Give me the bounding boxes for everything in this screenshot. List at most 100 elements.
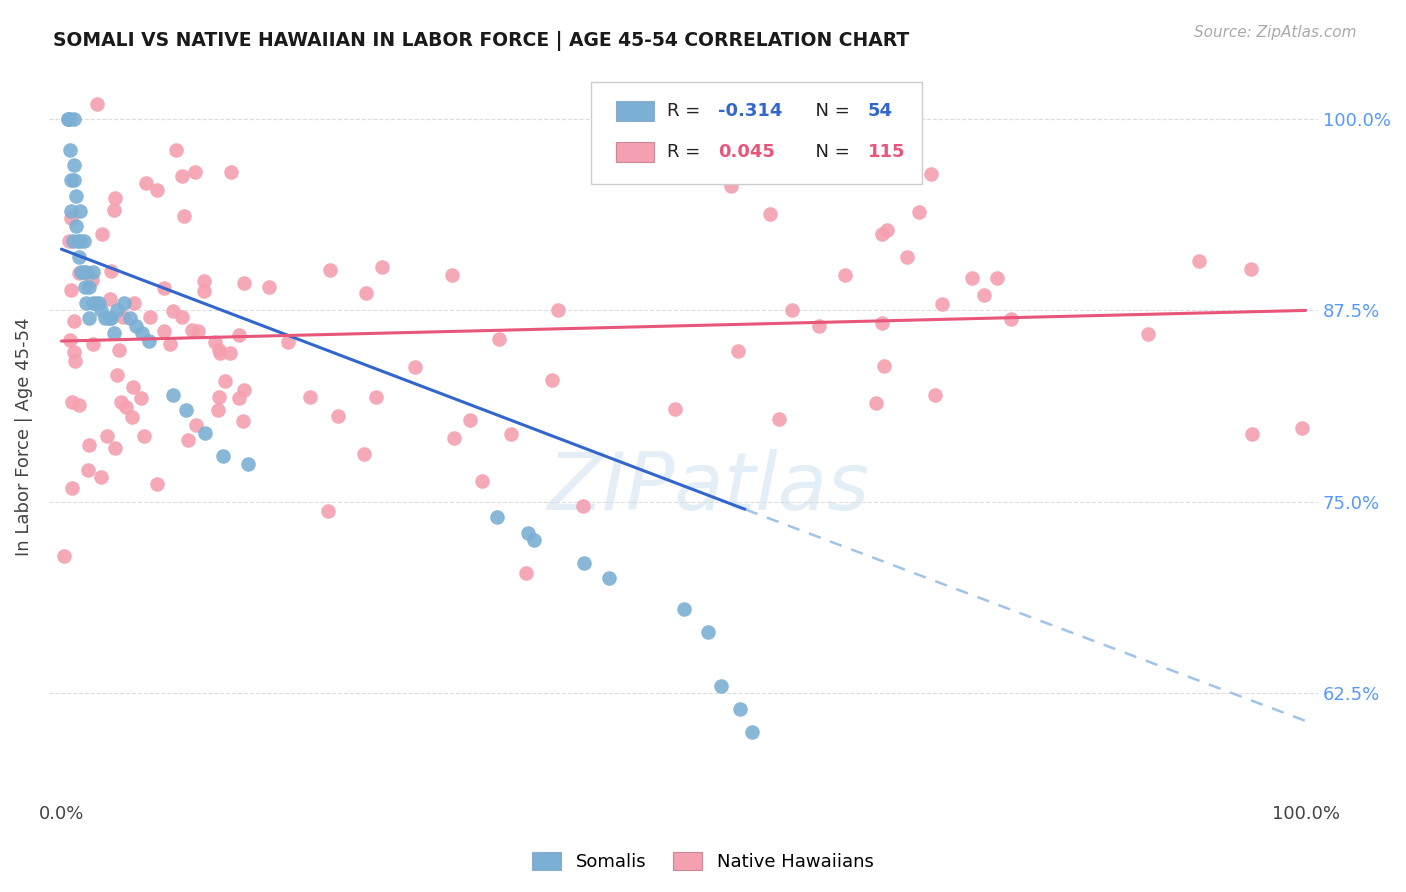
Point: [132, 429, 155, 443]
Point: [471, 474, 494, 488]
Text: 54: 54: [868, 102, 893, 120]
Point: [145, 183, 167, 197]
Point: [353, 447, 375, 461]
Point: [65, 219, 87, 234]
Point: [986, 271, 1008, 285]
Point: [865, 396, 887, 410]
Point: [458, 413, 481, 427]
Text: -0.314: -0.314: [718, 102, 782, 120]
Point: [232, 276, 254, 290]
Point: [523, 533, 546, 548]
Point: [100, 311, 122, 326]
Point: [125, 318, 148, 333]
Point: [759, 207, 782, 221]
Point: [1000, 311, 1022, 326]
Point: [1291, 421, 1313, 435]
Point: [356, 285, 378, 300]
Point: [780, 303, 803, 318]
Point: [173, 209, 195, 223]
Point: [371, 260, 394, 275]
Point: [571, 500, 593, 514]
Point: [485, 510, 508, 524]
Point: [924, 388, 946, 402]
Point: [153, 324, 176, 338]
Point: [77, 463, 100, 477]
Point: [172, 169, 194, 183]
Point: [720, 178, 742, 193]
Point: [207, 403, 229, 417]
Point: [208, 390, 231, 404]
Point: [277, 335, 299, 350]
Point: [920, 167, 942, 181]
Point: [1240, 261, 1263, 276]
Point: [65, 188, 87, 202]
Point: [153, 281, 176, 295]
Point: [104, 191, 127, 205]
Point: [184, 164, 207, 178]
Text: ZIPatlas: ZIPatlas: [548, 449, 870, 527]
Point: [70, 265, 93, 279]
Text: N =: N =: [804, 144, 856, 161]
Point: [228, 391, 250, 405]
Point: [84, 295, 107, 310]
Point: [60, 283, 83, 297]
Point: [872, 227, 894, 241]
Point: [440, 268, 463, 282]
Point: [90, 470, 112, 484]
FancyBboxPatch shape: [616, 101, 654, 121]
Point: [131, 326, 153, 341]
Point: [728, 702, 751, 716]
Text: N =: N =: [804, 102, 856, 120]
Point: [63, 112, 86, 126]
Point: [108, 343, 131, 358]
Point: [208, 343, 231, 358]
Point: [193, 274, 215, 288]
Point: [65, 353, 87, 368]
Point: [100, 264, 122, 278]
Point: [135, 176, 157, 190]
Point: [228, 327, 250, 342]
FancyBboxPatch shape: [616, 142, 654, 162]
Point: [193, 284, 215, 298]
Point: [165, 144, 187, 158]
Point: [212, 449, 235, 463]
Point: [162, 303, 184, 318]
Point: [73, 235, 96, 249]
Point: [214, 375, 236, 389]
Point: [443, 431, 465, 445]
Point: [115, 401, 138, 415]
Point: [63, 344, 86, 359]
Point: [56, 112, 79, 126]
Point: [1188, 253, 1211, 268]
Point: [69, 235, 91, 249]
Point: [122, 380, 145, 394]
Point: [186, 418, 208, 433]
Point: [97, 311, 120, 326]
Point: [63, 314, 86, 328]
Point: [257, 280, 280, 294]
Text: SOMALI VS NATIVE HAWAIIAN IN LABOR FORCE | AGE 45-54 CORRELATION CHART: SOMALI VS NATIVE HAWAIIAN IN LABOR FORCE…: [53, 31, 910, 51]
Point: [710, 679, 733, 693]
Point: [218, 346, 240, 360]
Point: [60, 395, 83, 409]
Y-axis label: In Labor Force | Age 45-54: In Labor Force | Age 45-54: [15, 318, 32, 556]
Point: [90, 303, 112, 318]
Point: [931, 296, 953, 310]
Point: [318, 263, 340, 277]
Point: [121, 410, 143, 425]
Point: [75, 265, 97, 279]
Point: [219, 165, 242, 179]
Text: Source: ZipAtlas.com: Source: ZipAtlas.com: [1194, 25, 1357, 40]
Point: [107, 303, 129, 318]
Point: [193, 425, 215, 440]
Point: [876, 222, 898, 236]
Point: [59, 333, 82, 347]
Point: [60, 211, 83, 225]
Point: [131, 391, 153, 405]
Point: [104, 441, 127, 455]
Point: [110, 394, 132, 409]
Point: [172, 310, 194, 324]
Point: [768, 412, 790, 426]
Text: 0.045: 0.045: [718, 144, 775, 161]
Point: [145, 476, 167, 491]
